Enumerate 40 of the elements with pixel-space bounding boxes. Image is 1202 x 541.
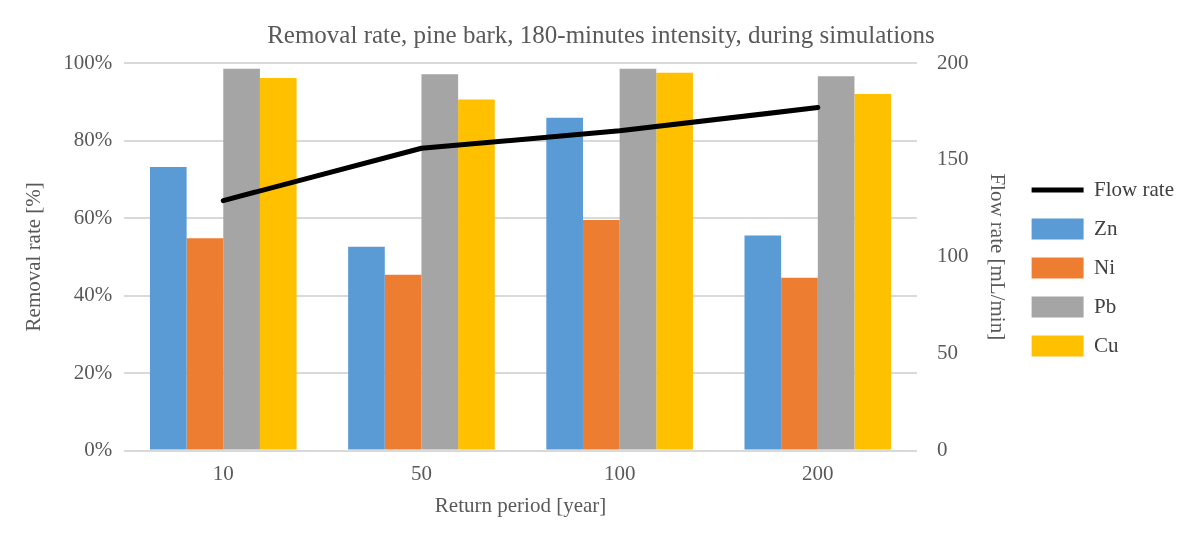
y2-tick-label: 100 [936, 243, 969, 268]
y-axis-title: Removal rate [%] [21, 182, 46, 332]
chart-title: Removal rate, pine bark, 180-minutes intensity, during simulations [267, 20, 935, 48]
bar [223, 68, 260, 450]
bar [656, 72, 693, 450]
x-tick-label: 200 [802, 460, 834, 485]
y-tick-label: 0% [84, 437, 113, 462]
y2-tick-label: 150 [936, 146, 969, 171]
legend-label: Cu [1094, 332, 1120, 357]
legend-label: Ni [1094, 254, 1116, 279]
legend-label: Pb [1094, 293, 1117, 318]
bar [854, 94, 892, 450]
y2-axis-title: Flow rate [mL/min] [986, 173, 1011, 341]
bar [619, 68, 657, 450]
bar [781, 277, 818, 450]
bar [817, 76, 855, 450]
x-tick-label: 100 [603, 460, 636, 485]
bar [259, 78, 297, 450]
bar [744, 235, 782, 450]
bar [348, 246, 385, 450]
bar [149, 166, 187, 450]
y-tick-label: 100% [63, 49, 113, 74]
x-tick-label: 10 [212, 460, 234, 485]
bar [384, 274, 422, 450]
y-tick-label: 60% [73, 204, 113, 229]
legend-label: Flow rate [1094, 176, 1175, 201]
x-axis-title: Return period [year] [434, 492, 607, 517]
y-tick-label: 40% [73, 282, 113, 307]
y2-tick-label: 200 [936, 49, 969, 74]
y-tick-label: 20% [73, 359, 113, 384]
legend-label: Zn [1094, 215, 1118, 240]
bar [186, 238, 224, 450]
y2-tick-label: 0 [936, 437, 948, 462]
bar [458, 99, 495, 450]
x-tick-label: 50 [410, 460, 432, 485]
bar [582, 219, 620, 450]
y-tick-label: 80% [73, 127, 113, 152]
bar [546, 117, 583, 450]
y2-tick-label: 50 [936, 340, 958, 365]
bar [421, 74, 459, 450]
